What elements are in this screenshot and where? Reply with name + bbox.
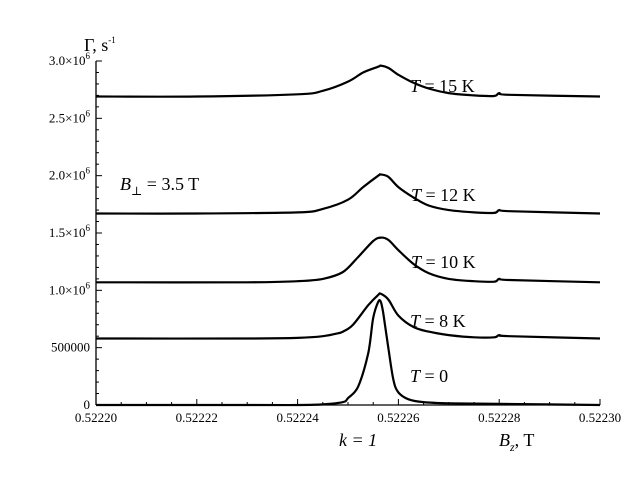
x-tick-label: 0.52230 xyxy=(579,410,621,425)
y-tick-label: 0 xyxy=(84,397,91,412)
x-ticks: 0.52220 0.52222 0.52224 0.52226 0.52228 0.522… xyxy=(75,399,621,425)
y-axis-label: Γ, s-1 xyxy=(84,35,116,55)
bperp-annotation: B⊥ = 3.5 T xyxy=(120,174,199,198)
x-tick-label: 0.52226 xyxy=(377,410,420,425)
series-label-2: T = 10 K xyxy=(411,252,476,272)
series-label-1: T = 8 K xyxy=(410,311,466,331)
series-labels: T = 0 T = 8 K T = 10 K T = 12 K T = 15 K xyxy=(410,76,476,386)
x-tick-label: 0.52224 xyxy=(276,410,319,425)
y-tick-label: 3.0×106 xyxy=(49,51,91,68)
x-tick-label: 0.52222 xyxy=(176,410,218,425)
y-tick-label: 2.5×106 xyxy=(49,108,91,125)
series-label-0: T = 0 xyxy=(410,366,448,386)
series-label-4: T = 15 K xyxy=(410,76,475,96)
series-line-2 xyxy=(95,236,601,284)
y-tick-label: 500000 xyxy=(51,340,90,355)
y-tick-label: 2.0×106 xyxy=(49,166,91,183)
x-tick-label: 0.52220 xyxy=(75,410,117,425)
series-line-0 xyxy=(96,298,601,407)
y-ticks: 0 500000 1.0×106 1.5×106 2.0×106 2.5×106 3.0×1… xyxy=(49,51,102,412)
series-label-3: T = 12 K xyxy=(411,185,476,205)
axes xyxy=(95,61,600,406)
x-tick-label: 0.52228 xyxy=(478,410,520,425)
curves xyxy=(95,64,601,407)
series-line-3 xyxy=(95,173,601,215)
k-annotation: k = 1 xyxy=(339,430,377,450)
series-line-4 xyxy=(95,64,601,98)
x-axis-label: Bz, T xyxy=(499,430,534,454)
y-tick-label: 1.5×106 xyxy=(49,223,91,240)
y-tick-label: 1.0×106 xyxy=(49,280,91,297)
series-line-1 xyxy=(95,292,601,340)
